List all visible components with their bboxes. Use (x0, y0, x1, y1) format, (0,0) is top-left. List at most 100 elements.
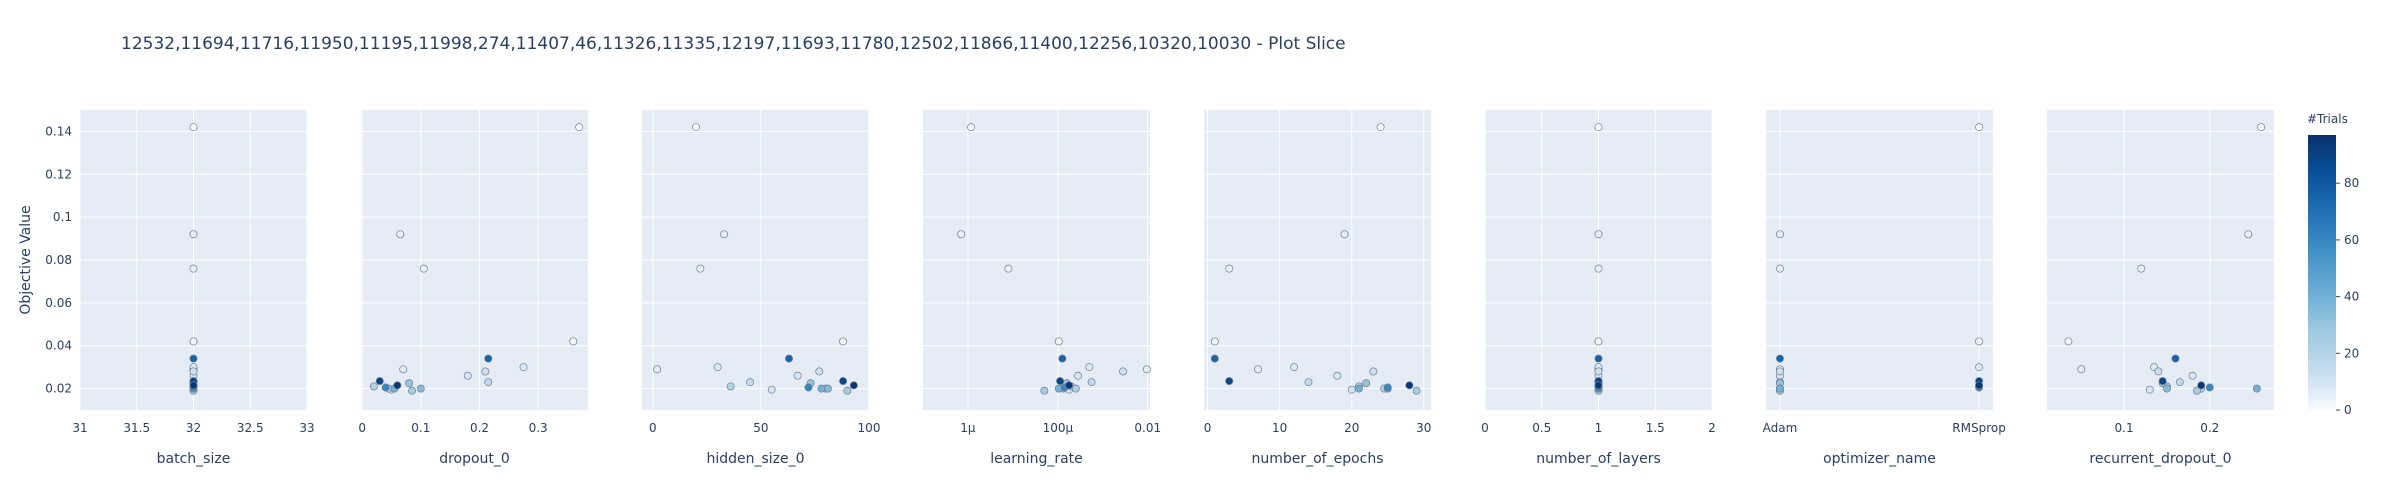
data-point[interactable] (1775, 354, 1784, 363)
data-point[interactable] (767, 385, 776, 394)
data-point[interactable] (1085, 363, 1094, 372)
data-point[interactable] (1594, 337, 1603, 346)
data-point[interactable] (692, 123, 700, 132)
data-point[interactable] (653, 365, 662, 374)
data-point[interactable] (2175, 378, 2184, 387)
data-point[interactable] (463, 371, 472, 380)
data-point[interactable] (1058, 354, 1067, 363)
data-point[interactable] (405, 379, 414, 388)
data-point[interactable] (1975, 363, 1984, 372)
data-point[interactable] (1775, 264, 1784, 273)
data-point[interactable] (823, 384, 832, 393)
data-point[interactable] (1354, 384, 1363, 393)
data-point[interactable] (393, 381, 402, 390)
data-point[interactable] (2064, 337, 2073, 346)
data-point[interactable] (2145, 385, 2154, 394)
data-point[interactable] (2205, 383, 2214, 392)
data-point[interactable] (569, 337, 578, 346)
data-point[interactable] (484, 354, 493, 363)
data-point[interactable] (1087, 378, 1096, 387)
data-point[interactable] (1210, 337, 1219, 346)
data-point[interactable] (408, 386, 416, 395)
data-point[interactable] (189, 367, 198, 376)
data-point[interactable] (793, 371, 802, 380)
data-point[interactable] (1369, 367, 1378, 376)
data-point[interactable] (189, 230, 198, 239)
data-point[interactable] (817, 384, 826, 393)
data-point[interactable] (726, 382, 735, 391)
data-point[interactable] (2192, 386, 2201, 395)
data-point[interactable] (1290, 363, 1299, 372)
data-point[interactable] (1071, 384, 1080, 393)
data-point[interactable] (1142, 365, 1151, 374)
data-point[interactable] (696, 264, 705, 273)
data-point[interactable] (189, 354, 198, 363)
data-point[interactable] (369, 382, 378, 391)
data-point[interactable] (1594, 230, 1603, 239)
data-point[interactable] (1594, 123, 1603, 132)
data-point[interactable] (189, 381, 198, 390)
data-point[interactable] (849, 381, 858, 390)
data-point[interactable] (1975, 123, 1984, 132)
data-point[interactable] (2252, 384, 2261, 393)
data-point[interactable] (419, 264, 428, 273)
data-point[interactable] (189, 337, 198, 346)
data-point[interactable] (2162, 384, 2171, 393)
data-point[interactable] (2197, 381, 2206, 390)
data-point[interactable] (1340, 230, 1349, 239)
data-point[interactable] (189, 264, 198, 273)
data-point[interactable] (815, 367, 824, 376)
data-point[interactable] (1304, 378, 1313, 387)
data-point[interactable] (839, 337, 848, 346)
data-point[interactable] (189, 123, 198, 132)
data-point[interactable] (481, 367, 490, 376)
data-point[interactable] (1056, 377, 1065, 386)
data-point[interactable] (785, 354, 793, 363)
data-point[interactable] (746, 378, 755, 387)
data-point[interactable] (1040, 386, 1049, 395)
data-point[interactable] (2154, 367, 2163, 376)
data-point[interactable] (1333, 371, 1342, 380)
data-point[interactable] (1412, 386, 1421, 395)
data-point[interactable] (1074, 371, 1083, 380)
data-point[interactable] (1362, 379, 1371, 388)
data-point[interactable] (1775, 367, 1784, 376)
data-point[interactable] (967, 123, 976, 132)
data-point[interactable] (2171, 354, 2180, 363)
data-point[interactable] (1594, 381, 1603, 390)
data-point[interactable] (2244, 230, 2253, 239)
data-point[interactable] (1254, 365, 1262, 374)
data-point[interactable] (843, 386, 852, 395)
data-point[interactable] (399, 365, 408, 374)
data-point[interactable] (1210, 354, 1219, 363)
data-point[interactable] (957, 230, 966, 239)
data-point[interactable] (1065, 381, 1074, 390)
data-point[interactable] (1119, 367, 1127, 376)
data-point[interactable] (1405, 381, 1414, 390)
data-point[interactable] (1383, 383, 1392, 392)
data-point[interactable] (2188, 371, 2197, 380)
data-point[interactable] (1376, 123, 1385, 132)
data-point[interactable] (713, 363, 722, 372)
data-point[interactable] (575, 123, 584, 132)
data-point[interactable] (1594, 264, 1603, 273)
data-point[interactable] (1225, 264, 1234, 273)
data-point[interactable] (1225, 377, 1234, 386)
data-point[interactable] (2158, 377, 2167, 386)
data-point[interactable] (804, 383, 813, 392)
data-point[interactable] (396, 230, 405, 239)
data-point[interactable] (720, 230, 729, 239)
data-point[interactable] (1975, 337, 1984, 346)
data-point[interactable] (484, 378, 493, 387)
data-point[interactable] (1347, 385, 1356, 394)
data-point[interactable] (1004, 264, 1013, 273)
data-point[interactable] (416, 384, 425, 393)
data-point[interactable] (839, 377, 848, 386)
data-point[interactable] (2077, 365, 2086, 374)
data-point[interactable] (2257, 123, 2266, 132)
data-point[interactable] (1975, 381, 1984, 390)
data-point[interactable] (1775, 230, 1784, 239)
data-point[interactable] (375, 377, 384, 386)
data-point[interactable] (381, 383, 390, 392)
data-point[interactable] (519, 363, 528, 372)
